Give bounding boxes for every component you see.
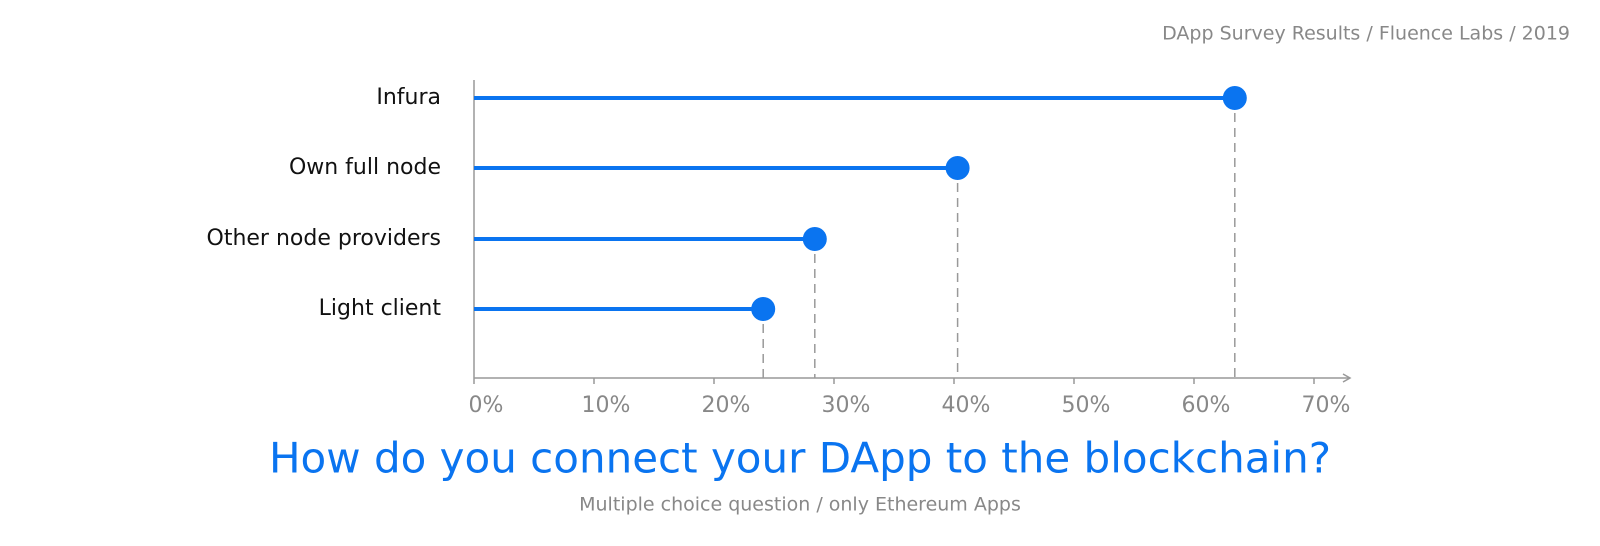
dot [751,297,776,321]
x-tick-label: 50% [1062,393,1111,418]
x-tick-label: 20% [702,393,751,418]
chart-subtitle: Multiple choice question / only Ethereum… [579,494,1021,516]
y-tick-label: Own full node [289,155,441,180]
y-tick-label: Light client [319,296,442,321]
x-tick-label: 0% [469,393,504,418]
y-tick-label: Infura [376,85,441,110]
x-tick-label: 40% [942,393,991,418]
axis-arrow [1342,373,1352,383]
x-tick-label: 70% [1302,393,1351,418]
dot [945,156,970,180]
dot [802,227,827,251]
chart-title: How do you connect your DApp to the bloc… [269,434,1331,483]
y-tick-label: Other node providers [207,226,441,251]
x-tick-label: 60% [1182,393,1231,418]
dot [1222,86,1247,110]
x-tick-label: 30% [822,393,871,418]
source: DApp Survey Results / Fluence Labs / 201… [1162,23,1570,45]
x-tick-label: 10% [582,393,631,418]
